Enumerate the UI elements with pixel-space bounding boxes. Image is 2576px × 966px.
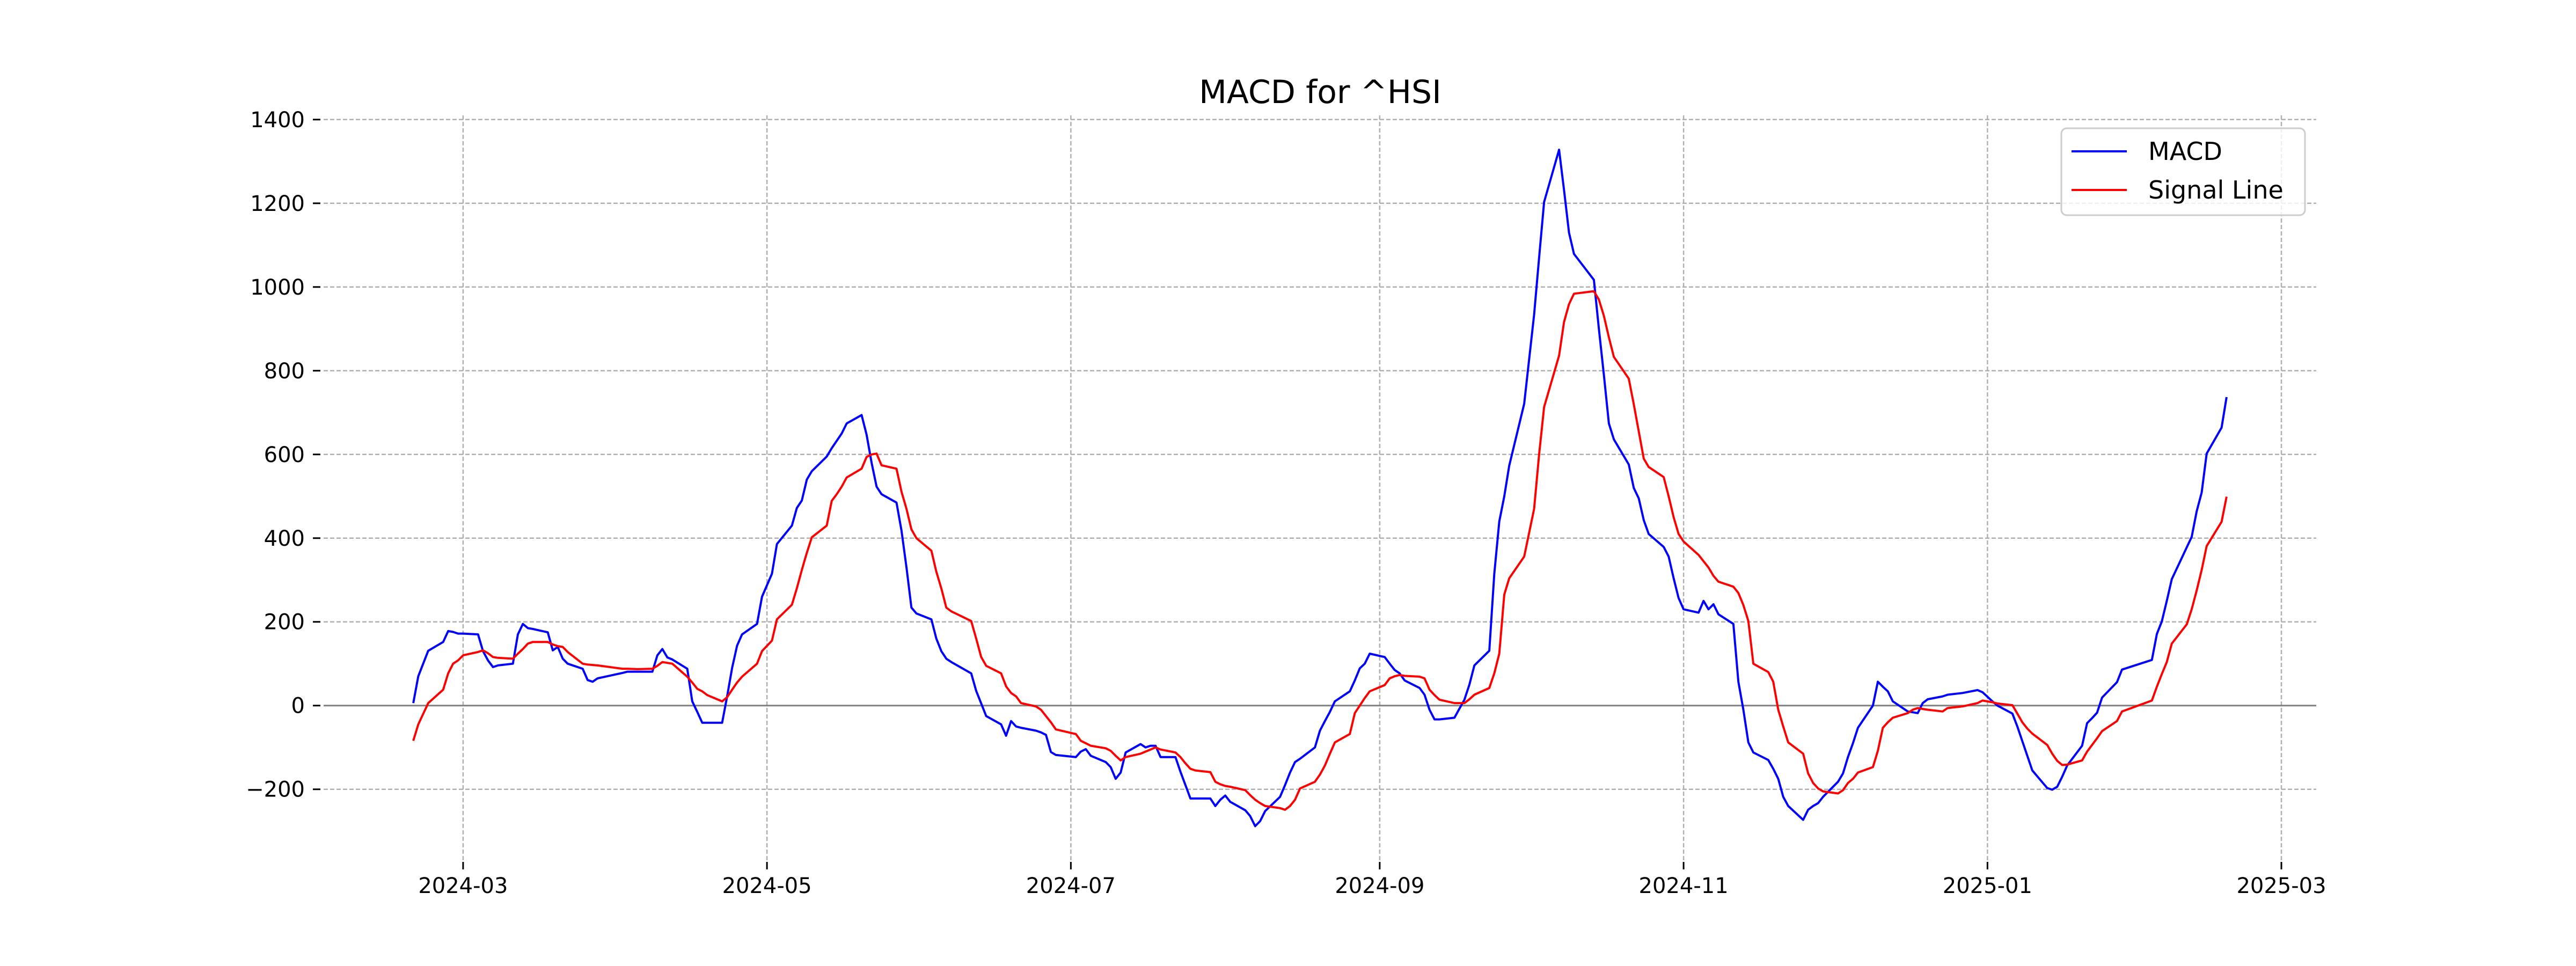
y-tick-label: −200 (246, 778, 305, 802)
y-tick-label: 800 (264, 359, 305, 384)
x-tick-label: 2024-03 (418, 874, 508, 898)
series-lines (412, 149, 2228, 828)
y-tick-label: 400 (264, 526, 305, 551)
x-tick-label: 2024-11 (1639, 874, 1729, 898)
x-tick-label: 2024-09 (1335, 874, 1424, 898)
x-tick-label: 2025-03 (2236, 874, 2326, 898)
grid (324, 115, 2316, 863)
x-tick-label: 2024-05 (722, 874, 812, 898)
series-line-macd (412, 149, 2228, 828)
y-tick-label: 1000 (250, 275, 305, 300)
axis-ticks: −200 0 200 400 600 800 1000 1200 1400 2024-03 2024… (246, 108, 2326, 898)
y-tick-label: 600 (264, 443, 305, 467)
y-tick-label: 0 (291, 694, 305, 719)
y-tick-label: 1400 (250, 108, 305, 133)
series-line-signal-line (412, 290, 2228, 811)
chart-title: MACD for ^HSI (1199, 74, 1441, 111)
y-tick-label: 1200 (250, 192, 305, 216)
legend-box (2060, 127, 2306, 216)
legend-label-signal-line: Signal Line (2148, 175, 2284, 204)
x-tick-label: 2024-07 (1026, 874, 1116, 898)
y-tick-label: 200 (264, 610, 305, 635)
x-tick-label: 2025-01 (1943, 874, 2032, 898)
legend-label-macd: MACD (2148, 137, 2222, 166)
legend: MACD Signal Line (2060, 127, 2306, 216)
